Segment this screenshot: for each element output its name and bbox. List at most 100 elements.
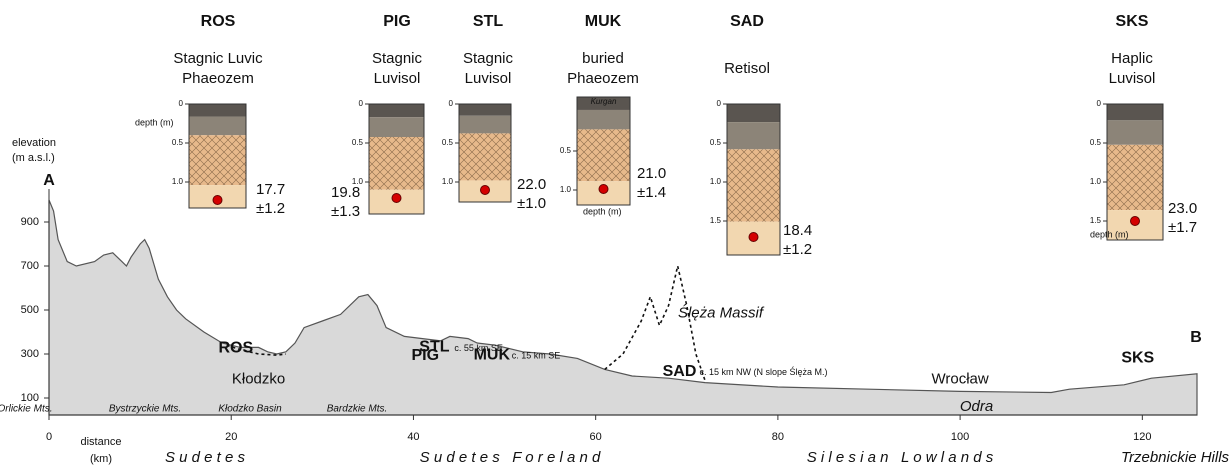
profile-code: ROS [201, 13, 236, 30]
soil-layer [1107, 120, 1163, 145]
profile-name: Luvisol [465, 70, 512, 87]
site-note: c. 55 km SE [454, 343, 503, 353]
depth-tick-label: 0.5 [172, 138, 184, 147]
profile-code: MUK [585, 13, 622, 30]
site-note: c. 15 km NW (N slope Ślęża M.) [699, 366, 827, 377]
sample-point [598, 184, 609, 194]
range-label: Bystrzyckie Mts. [109, 404, 181, 415]
soil-column [188, 103, 247, 209]
soil-outline [726, 103, 781, 256]
profile-code: STL [473, 13, 503, 30]
soil-layer [727, 104, 780, 123]
depth-tick-label: 0 [449, 99, 454, 108]
soil-layer [459, 104, 511, 116]
sample-point [212, 195, 223, 205]
y-tick-label: 300 [21, 348, 39, 360]
age: 17.7 [256, 181, 285, 198]
x-tick-label: 100 [951, 431, 969, 443]
soil-layer [1107, 144, 1163, 211]
soil-layer [459, 133, 511, 181]
profile-name: Stagnic [463, 50, 514, 67]
soil-layer [369, 104, 424, 118]
place-label: Odra [960, 398, 993, 415]
y-tick-label: 900 [21, 216, 39, 228]
soil-layer [369, 117, 424, 137]
soil-layer [459, 115, 511, 134]
x-tick-label: 60 [590, 431, 602, 443]
x-tick-label: 40 [407, 431, 419, 443]
depth-tick-label: 1.5 [1090, 216, 1102, 225]
profile-name: Retisol [724, 60, 770, 77]
depth-tick-label: 0 [359, 99, 364, 108]
soil-outline [1106, 103, 1164, 241]
depth-tick-label: 1.0 [442, 177, 454, 186]
soil-outline [368, 103, 425, 215]
profile-name: Haplic [1111, 50, 1153, 67]
soil-layer [727, 149, 780, 222]
point-label: A [43, 172, 55, 189]
age-error: ±1.0 [517, 195, 546, 212]
y-tick-label: 700 [21, 260, 39, 272]
place-label: Ślęża Massif [678, 303, 765, 321]
depth-tick-label: 0 [1097, 99, 1102, 108]
x-tick-label: 120 [1133, 431, 1151, 443]
y-axis-label: (m a.s.l.) [12, 152, 55, 164]
profile-name: Phaeozem [182, 70, 254, 87]
age-error: ±1.2 [256, 200, 285, 217]
soil-layer [1107, 104, 1163, 121]
sample-point [748, 232, 759, 242]
x-axis-label: (km) [90, 453, 112, 465]
age-error: ±1.3 [331, 203, 360, 220]
range-label: Kłodzko Basin [218, 404, 282, 415]
age: 19.8 [331, 184, 360, 201]
depth-tick-label: 1.0 [352, 177, 364, 186]
depth-tick-label: 1.0 [172, 177, 184, 186]
region-label: S u d e t e s [165, 449, 246, 466]
profile-code: PIG [383, 13, 411, 30]
soil-layer [189, 116, 246, 136]
soil-layer [577, 97, 630, 110]
soil-outline [458, 103, 512, 203]
depth-tick-label: 0.5 [442, 138, 454, 147]
terrain-area [48, 199, 1198, 416]
depth-label: depth (m) [583, 206, 622, 216]
profile-name: Phaeozem [567, 70, 639, 87]
region-label: Trzebnickie Hills [1121, 449, 1230, 466]
age-error: ±1.2 [783, 241, 812, 258]
soil-layer [369, 137, 424, 190]
age: 23.0 [1168, 200, 1197, 217]
depth-label: depth (m) [135, 117, 174, 127]
place-label: Kłodzko [232, 370, 285, 387]
hidden-relief [604, 265, 706, 381]
x-axis-label: distance [81, 436, 122, 448]
depth-label: depth (m) [1090, 229, 1129, 239]
soil-layer [189, 104, 246, 117]
age: 21.0 [637, 165, 666, 182]
depth-tick-label: 0.5 [710, 138, 722, 147]
age: 22.0 [517, 176, 546, 193]
age-error: ±1.7 [1168, 219, 1197, 236]
mound-label: Kurgan [591, 97, 617, 106]
x-tick-label: 20 [225, 431, 237, 443]
depth-tick-label: 1.0 [1090, 177, 1102, 186]
depth-tick-label: 0 [717, 99, 722, 108]
range-label: Bardzkie Mts. [327, 404, 388, 415]
place-label: Wrocław [931, 370, 988, 387]
profile-name: Luvisol [374, 70, 421, 87]
depth-tick-label: 1.0 [560, 185, 572, 194]
x-tick-label: 0 [46, 431, 52, 443]
age-error: ±1.4 [637, 184, 666, 201]
soil-column [458, 103, 512, 203]
profile-name: buried [582, 50, 624, 67]
soil-column [726, 103, 781, 256]
profile-name: Luvisol [1109, 70, 1156, 87]
region-label: S i l e s i a n L o w l a n d s [807, 449, 994, 466]
site-label: STL [419, 339, 449, 356]
sample-point [391, 193, 402, 203]
site-label: SKS [1121, 350, 1154, 367]
x-tick-label: 80 [772, 431, 784, 443]
y-tick-label: 100 [21, 392, 39, 404]
depth-tick-label: 0.5 [560, 146, 572, 155]
y-axis-label: elevation [12, 137, 56, 149]
